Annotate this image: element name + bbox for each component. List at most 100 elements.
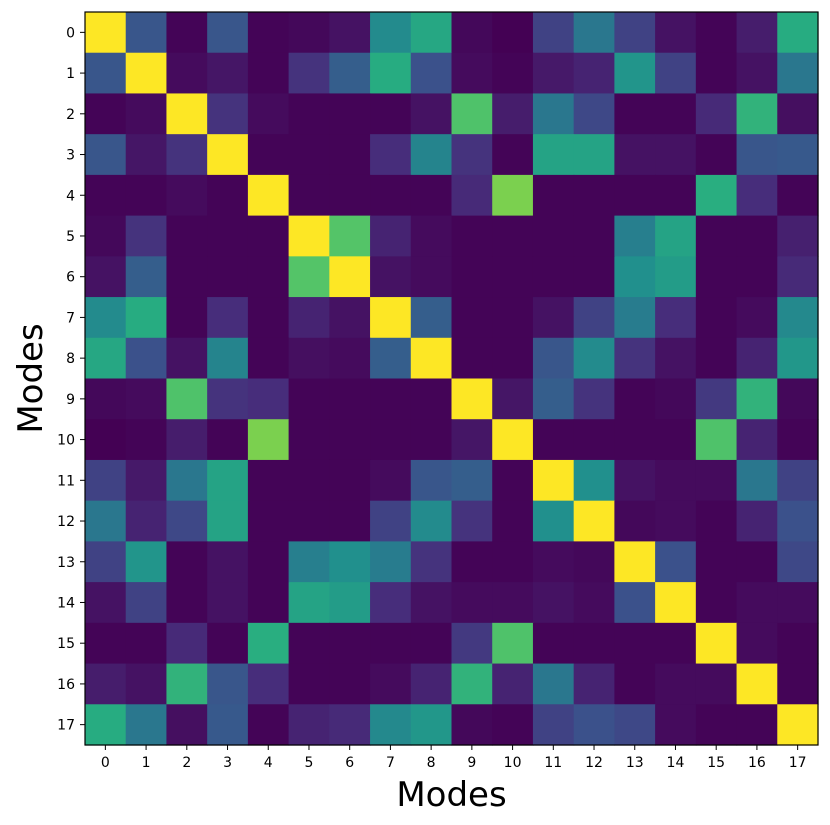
heatmap-cell-11-5	[288, 459, 330, 502]
heatmap-cell-15-15	[695, 622, 738, 665]
heatmap-cell-5-11	[532, 215, 575, 257]
heatmap-cell-10-8	[410, 419, 453, 461]
x-tick-label: 4	[264, 755, 273, 771]
y-tick-label: 11	[57, 473, 75, 489]
heatmap-cell-0-11	[532, 12, 575, 54]
heatmap-cell-12-4	[247, 500, 290, 542]
heatmap-cell-13-5	[288, 541, 330, 583]
heatmap-cell-3-6	[329, 134, 371, 176]
heatmap-cell-11-6	[329, 459, 371, 502]
heatmap-cell-11-14	[655, 459, 697, 502]
heatmap-cell-10-2	[166, 419, 208, 461]
heatmap-cell-16-2	[166, 663, 208, 705]
heatmap-cell-4-4	[247, 174, 290, 217]
heatmap-cell-13-11	[532, 541, 575, 583]
heatmap-cell-5-12	[573, 215, 615, 257]
heatmap-cell-7-4	[247, 297, 290, 339]
heatmap-cell-5-10	[492, 215, 534, 257]
heatmap-cell-13-12	[573, 541, 615, 583]
heatmap-cell-11-17	[777, 459, 819, 502]
heatmap-cell-1-17	[777, 52, 819, 95]
heatmap-cell-13-3	[207, 541, 249, 583]
heatmap-cell-2-5	[288, 93, 330, 135]
heatmap-cell-13-13	[614, 541, 656, 583]
x-tick-label: 3	[223, 755, 232, 771]
heatmap-cell-10-17	[777, 419, 819, 461]
heatmap-cell-5-17	[777, 215, 819, 257]
heatmap-cell-5-8	[410, 215, 453, 257]
heatmap-cell-8-10	[492, 337, 534, 380]
heatmap-cell-13-1	[125, 541, 168, 583]
heatmap-cell-15-2	[166, 622, 208, 665]
heatmap-cell-6-0	[85, 256, 127, 298]
heatmap-cell-15-4	[247, 622, 290, 665]
x-tick-label: 5	[305, 755, 314, 771]
heatmap-cell-10-16	[736, 419, 778, 461]
heatmap-cell-6-12	[573, 256, 615, 298]
heatmap-cell-13-15	[695, 541, 738, 583]
heatmap-cell-9-1	[125, 378, 168, 420]
x-tick-label: 11	[544, 755, 562, 771]
heatmap-cell-8-8	[410, 337, 453, 380]
heatmap-cell-8-14	[655, 337, 697, 380]
heatmap-cell-16-11	[532, 663, 575, 705]
heatmap-cell-6-14	[655, 256, 697, 298]
heatmap-cell-5-6	[329, 215, 371, 257]
heatmap-cell-15-5	[288, 622, 330, 665]
heatmap-cell-8-9	[451, 337, 493, 380]
heatmap-cell-6-3	[207, 256, 249, 298]
heatmap-cell-12-0	[85, 500, 127, 542]
heatmap-cell-1-12	[573, 52, 615, 95]
y-tick-label: 9	[66, 392, 75, 408]
heatmap-cell-9-4	[247, 378, 290, 420]
x-tick-label: 10	[504, 755, 522, 771]
heatmap-cell-4-2	[166, 174, 208, 217]
x-tick-label: 15	[707, 755, 725, 771]
heatmap-cell-15-14	[655, 622, 697, 665]
heatmap-cell-16-1	[125, 663, 168, 705]
heatmap-cell-16-17	[777, 663, 819, 705]
heatmap-cell-15-9	[451, 622, 493, 665]
heatmap-cell-1-14	[655, 52, 697, 95]
heatmap-cell-15-10	[492, 622, 534, 665]
heatmap-cell-6-1	[125, 256, 168, 298]
heatmap-cell-13-14	[655, 541, 697, 583]
x-tick-label: 8	[427, 755, 436, 771]
y-tick-label: 6	[66, 270, 75, 286]
heatmap-cell-14-14	[655, 582, 697, 624]
heatmap-cell-7-15	[695, 297, 738, 339]
heatmap-cell-11-9	[451, 459, 493, 502]
x-tick-label: 12	[585, 755, 603, 771]
heatmap-cell-0-3	[207, 12, 249, 54]
x-axis-label: Modes	[396, 775, 506, 815]
heatmap-cell-15-13	[614, 622, 656, 665]
heatmap-cell-15-1	[125, 622, 168, 665]
heatmap-cell-11-11	[532, 459, 575, 502]
heatmap-cell-0-5	[288, 12, 330, 54]
heatmap-cell-9-3	[207, 378, 249, 420]
heatmap-cell-11-0	[85, 459, 127, 502]
heatmap-cell-9-17	[777, 378, 819, 420]
heatmap-cell-12-17	[777, 500, 819, 542]
heatmap-cell-5-16	[736, 215, 778, 257]
heatmap-cell-7-3	[207, 297, 249, 339]
heatmap-cell-2-16	[736, 93, 778, 135]
heatmap-cell-10-0	[85, 419, 127, 461]
heatmap-cell-12-9	[451, 500, 493, 542]
heatmap-cell-1-1	[125, 52, 168, 95]
heatmap-cell-14-5	[288, 582, 330, 624]
y-tick-label: 8	[66, 351, 75, 367]
heatmap-cell-15-17	[777, 622, 819, 665]
heatmap-cell-3-2	[166, 134, 208, 176]
heatmap-cell-11-1	[125, 459, 168, 502]
heatmap-cell-16-10	[492, 663, 534, 705]
heatmap-cell-9-15	[695, 378, 738, 420]
heatmap-cell-7-6	[329, 297, 371, 339]
heatmap-cell-10-6	[329, 419, 371, 461]
heatmap-cell-8-17	[777, 337, 819, 380]
heatmap-cell-8-4	[247, 337, 290, 380]
heatmap-cell-1-13	[614, 52, 656, 95]
heatmap-cell-13-2	[166, 541, 208, 583]
heatmap-cell-0-12	[573, 12, 615, 54]
heatmap-cell-17-2	[166, 704, 208, 746]
